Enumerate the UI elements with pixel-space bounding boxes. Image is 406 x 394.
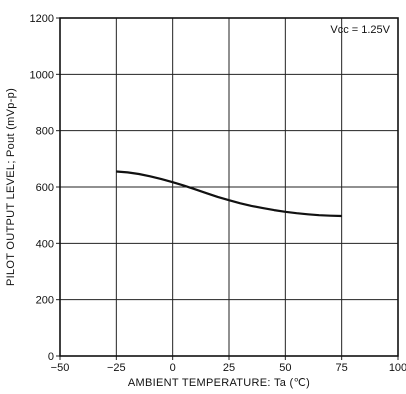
x-tick-label: 100: [389, 362, 406, 374]
y-tick-label: 200: [36, 295, 54, 307]
vcc-annotation: Vcc = 1.25V: [330, 24, 390, 36]
x-axis-label: AMBIENT TEMPERATURE: Ta (℃): [128, 377, 310, 389]
x-tick-label: 50: [279, 362, 291, 374]
plot-frame: [59, 17, 399, 357]
series-line: [116, 170, 342, 218]
y-tick-label: 600: [36, 182, 54, 194]
y-tick-label: 1000: [30, 69, 54, 81]
y-axis-label: PILOT OUTPUT LEVEL; Pout (mVp-p): [5, 88, 17, 286]
y-tick-label: 800: [36, 126, 54, 138]
series-group: [116, 170, 342, 218]
x-tick-label: 75: [336, 362, 348, 374]
x-tick-labels: −50 −25 0 25 50 75 100: [51, 362, 406, 374]
grid: [56, 17, 399, 360]
y-tick-labels: 0 200 400 600 800 1000 1200: [30, 13, 54, 363]
x-tick-label: −50: [51, 362, 70, 374]
x-tick-label: 0: [170, 362, 176, 374]
y-tick-label: 0: [48, 351, 54, 363]
y-tick-label: 400: [36, 238, 54, 250]
x-tick-label: 25: [223, 362, 235, 374]
y-tick-label: 1200: [30, 13, 54, 25]
x-tick-label: −25: [107, 362, 126, 374]
